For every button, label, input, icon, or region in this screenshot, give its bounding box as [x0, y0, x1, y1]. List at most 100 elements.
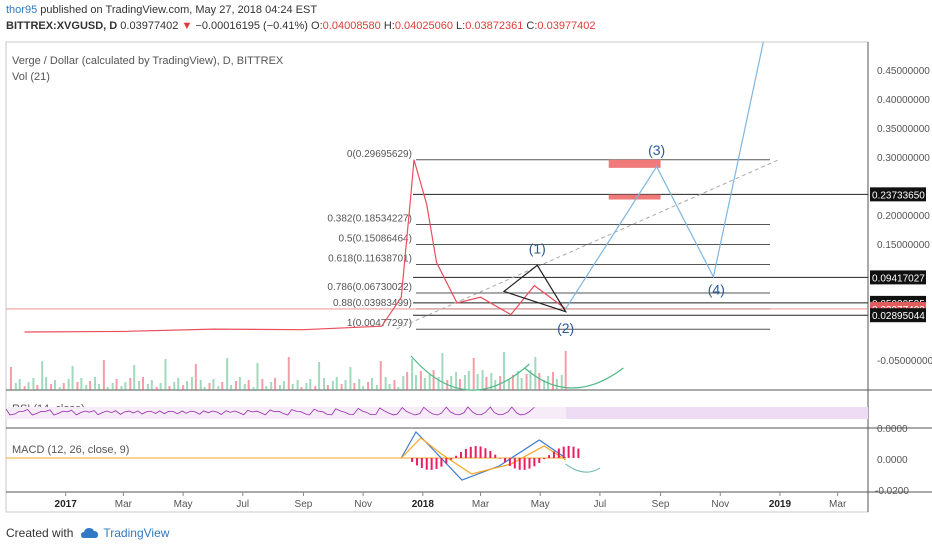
volume-label: Vol (21) — [12, 71, 50, 83]
volume-bar — [238, 377, 241, 390]
fib-level-label-0: 0(0.29695629) — [347, 149, 412, 160]
volume-bar — [164, 359, 167, 390]
y-tick-label-2: 0.35000000 — [877, 124, 930, 135]
macd-histogram-bar — [572, 446, 575, 458]
volume-bar — [230, 385, 233, 390]
volume-bar — [525, 374, 528, 390]
volume-bar — [27, 382, 30, 390]
volume-bar — [455, 372, 458, 390]
volume-bar — [362, 386, 365, 390]
close-label: C: — [526, 20, 538, 32]
volume-bar — [221, 382, 224, 390]
author-link[interactable]: thor95 — [6, 4, 38, 16]
volume-bar — [208, 383, 211, 390]
volume-bar — [234, 381, 237, 390]
volume-bar — [402, 376, 405, 390]
volume-bar — [94, 377, 97, 390]
volume-bar — [459, 379, 462, 390]
volume-bar — [538, 373, 541, 390]
volume-bar — [323, 378, 326, 390]
volume-bar — [423, 378, 426, 390]
last-price: 0.03977402 — [120, 20, 179, 32]
tradingview-logo[interactable]: TradingView — [81, 526, 169, 540]
volume-bar — [85, 385, 88, 390]
footer: Created with TradingView — [6, 526, 169, 540]
volume-bar — [106, 387, 109, 390]
macd-histogram-bar — [420, 458, 423, 469]
macd-histogram-bar — [567, 446, 570, 458]
volume-bar — [14, 383, 17, 390]
x-tick-label-3: Jul — [236, 499, 249, 510]
macd-histogram-bar — [562, 446, 565, 458]
macd-line — [400, 431, 567, 481]
volume-bar — [18, 379, 21, 390]
macd-histogram-bar — [425, 458, 428, 470]
price-chart[interactable]: Verge / Dollar (calculated by TradingVie… — [0, 0, 932, 520]
macd-histogram-bar — [445, 458, 448, 464]
volume-bar — [102, 360, 105, 390]
macd-histogram-bar — [499, 458, 502, 459]
x-tick-label-5: Nov — [354, 499, 372, 510]
macd-histogram-bar — [459, 451, 462, 458]
volume-bar — [50, 384, 53, 390]
macd-histogram-bar — [548, 455, 551, 458]
volume-bar — [182, 385, 185, 390]
y-tick-label-1: 0.40000000 — [877, 95, 930, 106]
tradingview-cloud-icon — [81, 528, 99, 538]
macd-histogram-bar — [440, 458, 443, 467]
wave-label-1: (2) — [557, 320, 574, 336]
volume-cup-1 — [410, 355, 530, 391]
macd-histogram-bar — [577, 448, 580, 458]
x-tick-label-4: Sep — [295, 499, 313, 510]
x-tick-label-8: May — [531, 499, 550, 510]
volume-bar — [353, 383, 356, 390]
volume-bar — [467, 371, 470, 390]
x-tick-label-10: Sep — [652, 499, 670, 510]
y-tick-label-5: 0.15000000 — [877, 240, 930, 251]
publish-info: thor95 published on TradingView.com, May… — [6, 4, 317, 16]
volume-bar — [314, 386, 317, 390]
price-label-0: 0.23733650 — [872, 190, 925, 201]
volume-bar — [370, 378, 373, 390]
volume-bar — [335, 377, 338, 390]
volume-bar — [115, 379, 118, 390]
target-box-lower — [608, 194, 661, 200]
volume-bar — [282, 381, 285, 390]
macd-histogram-bar — [523, 458, 526, 470]
symbol-name: BITTREX:XVGUSD, D — [6, 20, 118, 32]
publish-text: published on TradingView.com, May 27, 20… — [40, 4, 318, 16]
volume-bar — [481, 370, 484, 390]
volume-bar — [247, 380, 250, 390]
x-tick-label-6: 2018 — [412, 499, 435, 510]
volume-bar — [406, 372, 409, 390]
macd-label: MACD (12, 26, close, 9) — [12, 444, 129, 456]
volume-bar — [120, 386, 123, 390]
macd-histogram-bar — [552, 451, 555, 458]
macd-projection-curve — [565, 463, 601, 473]
volume-bar — [186, 381, 189, 390]
macd-histogram-bar — [557, 448, 560, 458]
x-tick-label-1: Mar — [115, 499, 133, 510]
rsi-line — [5, 406, 535, 416]
volume-bar — [367, 382, 370, 390]
volume-bar — [551, 372, 554, 390]
volume-bar — [384, 377, 387, 390]
high-label: H: — [383, 20, 395, 32]
high-value: 0.04025060 — [394, 20, 453, 32]
volume-bar — [560, 375, 563, 390]
volume-bar — [494, 380, 497, 390]
volume-bar — [89, 381, 92, 390]
target-box-upper — [608, 159, 661, 168]
created-with-label: Created with — [6, 526, 74, 540]
volume-bar — [97, 384, 100, 390]
volume-bar — [340, 384, 343, 390]
rsi-band — [565, 407, 868, 419]
volume-bar — [318, 362, 321, 390]
open-value: 0.04008580 — [322, 20, 381, 32]
volume-bar — [305, 383, 308, 390]
x-tick-label-7: Mar — [472, 499, 490, 510]
volume-bar — [388, 384, 391, 390]
macd-histogram-bar — [455, 455, 458, 458]
volume-bar — [543, 380, 546, 390]
macd-histogram-bar — [508, 458, 511, 466]
